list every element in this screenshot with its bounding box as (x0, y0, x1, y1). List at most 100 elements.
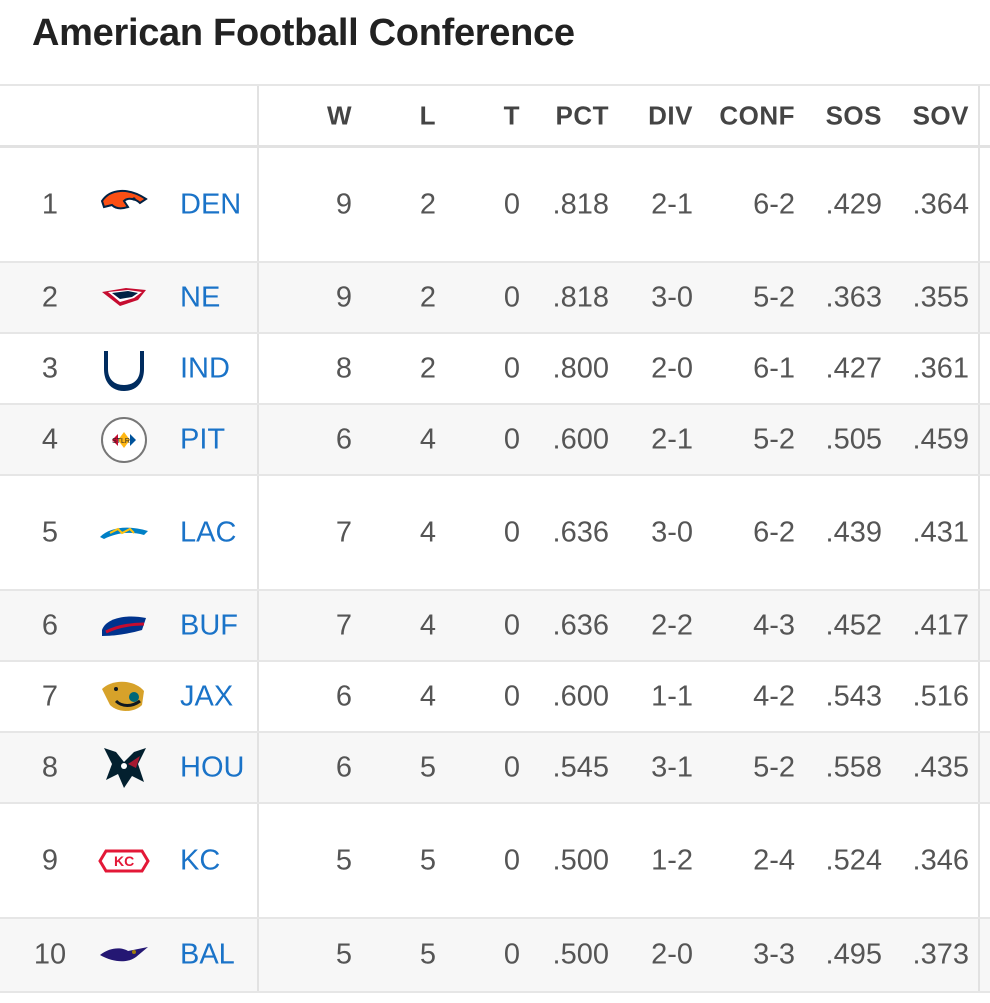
rank-cell: 9 (41, 844, 59, 876)
rank-cell: 5 (41, 516, 59, 548)
ravens-logo-icon[interactable] (98, 929, 150, 981)
ties-cell: 0 (503, 352, 520, 384)
conf-cell: 4-3 (753, 609, 795, 641)
column-divider (257, 919, 259, 991)
table-row[interactable]: 7 JAX 6 4 0 .600 1-1 4-2 .543 .516 (0, 662, 990, 733)
pct-cell: .636 (552, 609, 609, 641)
patriots-logo-icon[interactable] (98, 272, 150, 324)
wins-cell: 6 (335, 680, 352, 712)
team-link[interactable]: BAL (180, 938, 235, 971)
sos-cell: .427 (825, 352, 882, 384)
column-divider (978, 476, 980, 589)
chiefs-logo-icon[interactable]: KC (98, 835, 150, 887)
div-cell: 1-1 (651, 680, 693, 712)
column-header-t[interactable]: T (503, 100, 520, 130)
team-link[interactable]: BUF (180, 609, 238, 641)
column-divider (257, 334, 259, 403)
table-row[interactable]: 3 IND 8 2 0 .800 2-0 6-1 .427 .361 (0, 334, 990, 405)
ties-cell: 0 (503, 423, 520, 455)
ties-cell: 0 (503, 609, 520, 641)
losses-cell: 2 (419, 352, 436, 384)
ties-cell: 0 (503, 188, 520, 220)
pct-cell: .500 (552, 844, 609, 876)
ties-cell: 0 (503, 751, 520, 783)
chargers-logo-icon[interactable] (98, 507, 150, 559)
column-divider (978, 334, 980, 403)
svg-text:STLR: STLR (112, 438, 130, 445)
pct-cell: .818 (552, 281, 609, 313)
table-row[interactable]: 2 NE 9 2 0 .818 3-0 5-2 .363 .355 (0, 263, 990, 334)
column-header-conf[interactable]: CONF (719, 100, 795, 130)
team-link[interactable]: KC (180, 844, 221, 876)
wins-cell: 5 (335, 844, 352, 876)
conf-cell: 3-3 (753, 938, 795, 971)
bills-logo-icon[interactable] (98, 600, 150, 652)
column-header-l[interactable]: L (419, 100, 436, 130)
column-header-pct[interactable]: PCT (555, 100, 609, 130)
sos-cell: .505 (825, 423, 882, 455)
texans-logo-icon[interactable] (98, 742, 150, 794)
conf-cell: 6-2 (753, 516, 795, 548)
div-cell: 3-0 (651, 516, 693, 548)
sov-cell: .355 (912, 281, 969, 313)
ties-cell: 0 (503, 844, 520, 876)
table-row[interactable]: 6 BUF 7 4 0 .636 2-2 4-3 .452 .417 (0, 591, 990, 662)
team-link[interactable]: HOU (180, 751, 245, 783)
div-cell: 2-0 (651, 938, 693, 971)
pct-cell: .600 (552, 423, 609, 455)
rank-cell: 3 (41, 352, 59, 384)
table-row[interactable]: 4 STLR PIT 6 4 0 .600 2-1 5-2 .505 .459 (0, 405, 990, 476)
wins-cell: 9 (335, 188, 352, 220)
sos-cell: .363 (825, 281, 882, 313)
column-divider (978, 86, 980, 145)
column-divider (978, 263, 980, 332)
conf-cell: 2-4 (753, 844, 795, 876)
ties-cell: 0 (503, 516, 520, 548)
column-header-w[interactable]: W (326, 100, 352, 130)
team-link[interactable]: NE (180, 281, 221, 313)
div-cell: 2-0 (651, 352, 693, 384)
sov-cell: .361 (912, 352, 969, 384)
sos-cell: .524 (825, 844, 882, 876)
colts-logo-icon[interactable] (98, 343, 150, 395)
table-row[interactable]: 1 DEN 9 2 0 .818 2-1 6-2 .429 .364 (0, 148, 990, 263)
team-link[interactable]: JAX (180, 680, 234, 712)
steelers-logo-icon[interactable]: STLR (98, 414, 150, 466)
jaguars-logo-icon[interactable] (98, 671, 150, 723)
sov-cell: .459 (912, 423, 969, 455)
column-header-div[interactable]: DIV (648, 100, 693, 130)
rank-cell: 7 (41, 680, 59, 712)
column-divider (257, 804, 259, 917)
losses-cell: 2 (419, 281, 436, 313)
table-row[interactable]: 9 KC KC 5 5 0 .500 1-2 2-4 .524 .346 (0, 804, 990, 919)
div-cell: 3-0 (651, 281, 693, 313)
conf-cell: 5-2 (753, 281, 795, 313)
sov-cell: .431 (912, 516, 969, 548)
team-link[interactable]: PIT (180, 423, 226, 455)
pct-cell: .545 (552, 751, 609, 783)
pct-cell: .636 (552, 516, 609, 548)
svg-text:KC: KC (114, 853, 134, 869)
team-link[interactable]: IND (180, 352, 230, 384)
column-header-sos[interactable]: SOS (825, 100, 882, 130)
table-row[interactable]: 5 LAC 7 4 0 .636 3-0 6-2 .439 .431 (0, 476, 990, 591)
column-divider (257, 476, 259, 589)
ties-cell: 0 (503, 281, 520, 313)
broncos-logo-icon[interactable] (98, 179, 150, 231)
sos-cell: .429 (825, 188, 882, 220)
losses-cell: 4 (419, 423, 436, 455)
div-cell: 1-2 (651, 844, 693, 876)
pct-cell: .800 (552, 352, 609, 384)
team-link[interactable]: DEN (180, 188, 242, 220)
table-header-row: W L T PCT DIV CONF SOS SOV (0, 86, 990, 148)
column-divider (257, 148, 259, 261)
losses-cell: 2 (419, 188, 436, 220)
table-row[interactable]: 10 BAL 5 5 0 .500 2-0 3-3 .495 .373 (0, 919, 990, 993)
column-divider (978, 148, 980, 261)
team-link[interactable]: LAC (180, 516, 237, 548)
losses-cell: 5 (419, 844, 436, 876)
pct-cell: .500 (552, 938, 609, 971)
table-row[interactable]: 8 HOU 6 5 0 .545 3-1 5-2 .558 .435 (0, 733, 990, 804)
sos-cell: .452 (825, 609, 882, 641)
column-header-sov[interactable]: SOV (912, 100, 969, 130)
